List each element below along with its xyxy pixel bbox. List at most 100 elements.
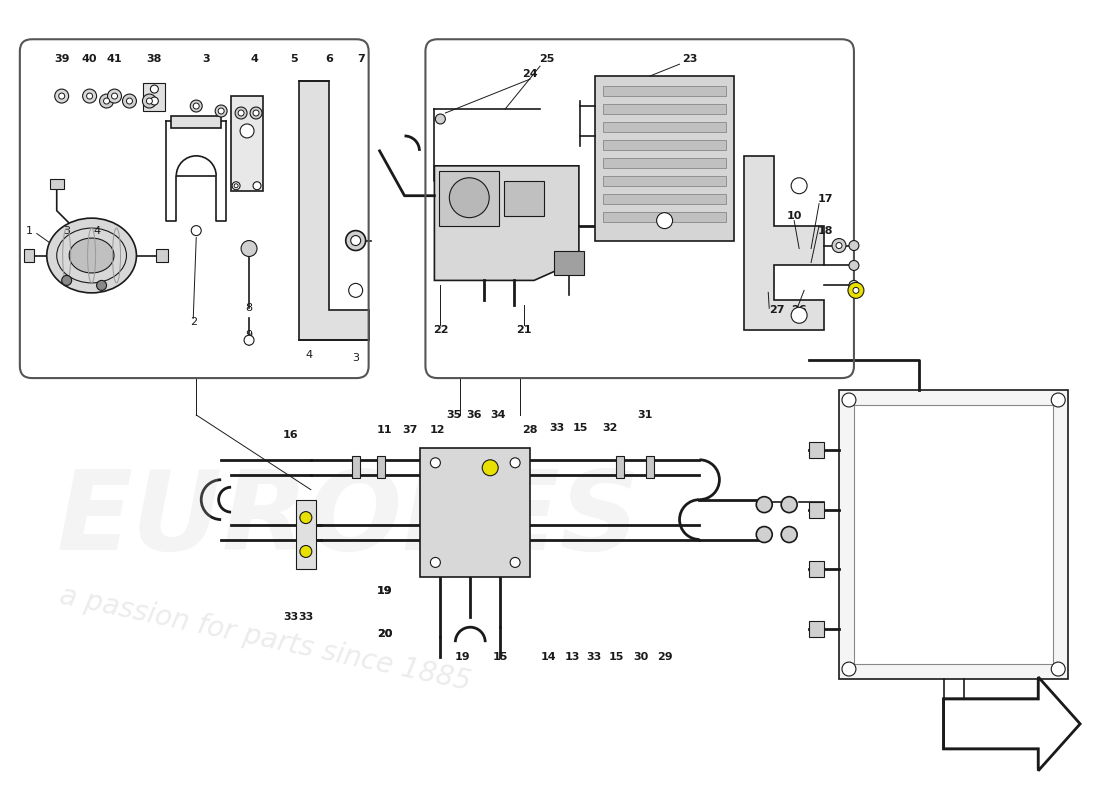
Text: 20: 20 (377, 629, 393, 639)
Text: EUROPES: EUROPES (57, 466, 640, 573)
Text: 3: 3 (202, 54, 210, 64)
Circle shape (240, 124, 254, 138)
Ellipse shape (69, 238, 114, 273)
Bar (603, 104, 726, 114)
Bar (854, 405, 1053, 664)
Text: 6: 6 (324, 54, 332, 64)
Text: 15: 15 (572, 423, 587, 433)
Circle shape (482, 460, 498, 476)
Text: 26: 26 (791, 306, 807, 315)
Circle shape (436, 114, 446, 124)
Circle shape (757, 526, 772, 542)
Bar (554, 250, 584, 275)
Bar (603, 176, 726, 186)
Text: 33: 33 (549, 423, 564, 433)
Circle shape (842, 662, 856, 676)
Circle shape (836, 242, 842, 249)
Circle shape (97, 281, 107, 290)
Text: 7: 7 (356, 54, 364, 64)
Text: 17: 17 (817, 194, 833, 204)
Bar (439, 170, 499, 226)
Text: 18: 18 (817, 226, 833, 235)
Bar (296, 500, 316, 570)
Text: 4: 4 (250, 54, 258, 64)
Bar (603, 86, 726, 96)
Text: 13: 13 (564, 652, 580, 662)
Text: 4: 4 (94, 226, 100, 235)
Text: 4: 4 (306, 350, 312, 360)
Text: 29: 29 (657, 652, 672, 662)
Text: 1: 1 (26, 226, 33, 235)
Circle shape (510, 458, 520, 468)
Text: 39: 39 (54, 54, 69, 64)
Circle shape (430, 558, 440, 567)
Circle shape (151, 85, 158, 93)
Bar (944, 699, 1038, 749)
Circle shape (852, 287, 859, 294)
Text: 15: 15 (609, 652, 625, 662)
Text: 21: 21 (516, 326, 531, 335)
Text: 12: 12 (430, 425, 446, 435)
Circle shape (103, 98, 110, 104)
Polygon shape (434, 166, 579, 281)
Polygon shape (944, 677, 1080, 770)
Circle shape (657, 213, 672, 229)
Polygon shape (299, 81, 369, 340)
Bar (810, 622, 824, 637)
Bar (603, 158, 726, 168)
Text: 22: 22 (432, 326, 448, 335)
Circle shape (191, 226, 201, 235)
Circle shape (1052, 393, 1065, 407)
Circle shape (250, 107, 262, 119)
Text: 23: 23 (682, 54, 697, 64)
Circle shape (842, 393, 856, 407)
Circle shape (111, 93, 118, 99)
Text: 19: 19 (377, 586, 393, 596)
Bar (646, 456, 653, 478)
Bar (504, 181, 544, 216)
Circle shape (781, 497, 798, 513)
Text: 33: 33 (586, 652, 602, 662)
Text: 8: 8 (245, 303, 253, 314)
Circle shape (430, 458, 440, 468)
Circle shape (510, 558, 520, 567)
Bar (603, 194, 726, 204)
Circle shape (151, 97, 158, 105)
Bar (810, 562, 824, 578)
Circle shape (234, 184, 238, 188)
Circle shape (345, 230, 365, 250)
Text: 15: 15 (493, 652, 508, 662)
Circle shape (218, 108, 224, 114)
Text: 24: 24 (522, 69, 538, 79)
Text: a passion for parts since 1885: a passion for parts since 1885 (57, 582, 473, 697)
Circle shape (781, 526, 798, 542)
Text: 19: 19 (454, 652, 470, 662)
Bar (231, 96, 263, 190)
Bar (50, 178, 64, 189)
Text: 30: 30 (634, 652, 648, 662)
Circle shape (791, 178, 807, 194)
Bar (603, 122, 726, 132)
Text: 38: 38 (146, 54, 162, 64)
Bar (839, 390, 1068, 679)
Circle shape (1052, 662, 1065, 676)
Circle shape (253, 110, 258, 116)
Text: 2: 2 (189, 318, 197, 327)
Bar (595, 76, 735, 241)
Bar (420, 448, 530, 578)
Circle shape (87, 93, 92, 99)
Bar (24, 249, 34, 262)
Circle shape (849, 241, 859, 250)
Circle shape (849, 281, 859, 290)
Circle shape (126, 98, 132, 104)
Circle shape (244, 335, 254, 345)
Bar (810, 442, 824, 458)
Circle shape (190, 100, 202, 112)
Bar (616, 456, 624, 478)
Circle shape (122, 94, 136, 108)
Ellipse shape (47, 218, 136, 293)
Bar (156, 249, 168, 262)
Text: 3: 3 (63, 226, 70, 235)
Text: 3: 3 (352, 353, 360, 363)
Circle shape (241, 241, 257, 257)
